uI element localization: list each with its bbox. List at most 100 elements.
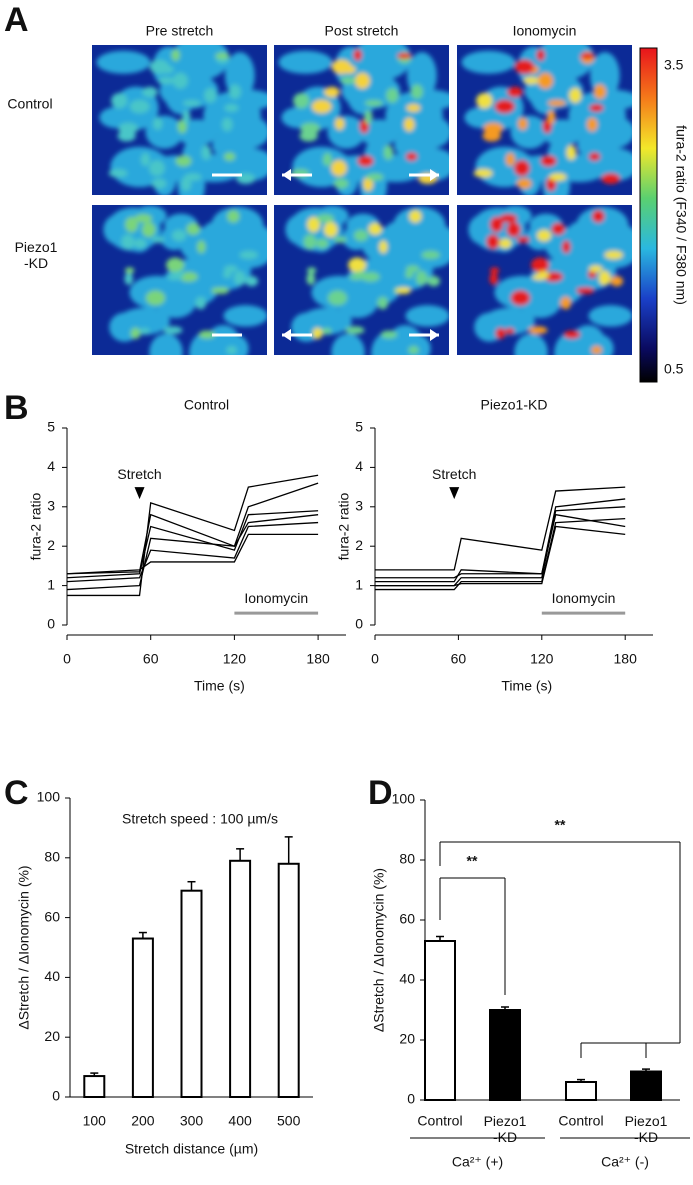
cell-area xyxy=(145,115,184,149)
cell xyxy=(345,326,365,335)
cell xyxy=(139,327,150,335)
cell xyxy=(215,52,230,59)
y-tick-label: 3 xyxy=(47,498,55,514)
cells xyxy=(103,205,267,355)
cell xyxy=(353,229,369,242)
cell xyxy=(221,117,233,132)
cell xyxy=(514,59,535,75)
cell-area xyxy=(203,91,261,140)
cell xyxy=(410,84,423,100)
cell xyxy=(312,327,323,340)
x-tick-label: 120 xyxy=(530,651,554,667)
micrograph xyxy=(274,205,449,355)
cell xyxy=(197,240,206,254)
x-tick-label: 0 xyxy=(63,651,71,667)
cell xyxy=(293,93,310,109)
cell xyxy=(324,86,340,98)
cell xyxy=(333,236,347,243)
y-tick-label: 1 xyxy=(355,576,363,592)
cell-area xyxy=(352,45,412,80)
x-tick-label: 60 xyxy=(451,651,467,667)
trace xyxy=(66,521,319,583)
x-axis-title: Time (s) xyxy=(194,678,245,694)
y-axis-title: ΔStretch / ΔIonomycin (%) xyxy=(371,868,387,1032)
cell-area xyxy=(327,115,366,149)
cell xyxy=(537,72,554,89)
bar xyxy=(83,1075,106,1098)
cell xyxy=(601,173,621,184)
micrograph xyxy=(92,205,267,355)
bar xyxy=(229,859,252,1098)
cell xyxy=(134,238,147,249)
cell xyxy=(141,222,156,238)
arrow-head xyxy=(430,329,439,341)
cell xyxy=(239,250,258,260)
cell xyxy=(569,87,582,103)
significance: ** xyxy=(555,817,566,833)
column-title: Ionomycin xyxy=(513,23,577,39)
cell xyxy=(316,238,329,249)
cell-area xyxy=(385,91,443,140)
cell xyxy=(499,238,512,249)
cell xyxy=(121,234,135,250)
trace xyxy=(66,533,319,575)
x-tick-label: 400 xyxy=(228,1113,252,1129)
cell xyxy=(540,155,557,167)
y-tick-label: 40 xyxy=(399,971,415,987)
cell xyxy=(354,72,371,89)
y-tick-label: 0 xyxy=(52,1088,60,1104)
cell xyxy=(111,93,128,109)
cells xyxy=(461,45,632,195)
cell-area xyxy=(331,333,365,355)
cell xyxy=(536,229,552,242)
cell xyxy=(403,117,415,132)
y-tick-label: 5 xyxy=(47,419,55,435)
cell-area xyxy=(461,50,516,74)
cell xyxy=(129,99,150,114)
y-tick-label: 100 xyxy=(392,791,416,807)
cell xyxy=(130,327,141,340)
chart-title: Piezo1-KD xyxy=(481,397,548,413)
cell-area xyxy=(223,305,267,327)
panel-letter: D xyxy=(368,774,393,812)
cell xyxy=(163,326,183,335)
cell xyxy=(377,296,389,310)
cell xyxy=(547,110,556,124)
cell xyxy=(108,169,128,178)
x-tick-label: Control xyxy=(558,1113,603,1129)
cell xyxy=(405,270,414,279)
cell xyxy=(528,326,548,335)
bar xyxy=(424,940,456,1101)
cell-area xyxy=(149,333,183,355)
bar xyxy=(131,937,154,1099)
cell xyxy=(118,122,139,135)
cell xyxy=(531,257,550,273)
cell xyxy=(333,178,349,189)
x-axis-title: Stretch distance (µm) xyxy=(125,1141,258,1157)
y-tick-label: 4 xyxy=(355,458,363,474)
cell xyxy=(331,160,347,177)
cell xyxy=(227,210,240,223)
cell xyxy=(167,274,182,281)
y-axis-title: fura-2 ratio xyxy=(28,492,44,560)
cell xyxy=(516,178,532,189)
cells xyxy=(278,45,449,195)
cell xyxy=(184,173,202,181)
cell-area xyxy=(405,305,449,327)
cell xyxy=(489,272,499,285)
bar xyxy=(630,1070,662,1101)
cell xyxy=(175,155,192,167)
ionomycin-label: Ionomycin xyxy=(552,590,616,606)
cell xyxy=(514,160,530,177)
cell xyxy=(588,152,601,161)
x-tick-label: 100 xyxy=(83,1113,107,1129)
x-tick-label: Control xyxy=(417,1113,462,1129)
y-tick-label: 40 xyxy=(44,968,60,984)
cell xyxy=(494,99,515,114)
cell xyxy=(505,152,515,167)
cell xyxy=(551,222,566,235)
group-label: Ca²⁺ (-) xyxy=(601,1154,649,1170)
cell xyxy=(306,267,317,274)
cell xyxy=(563,330,581,339)
